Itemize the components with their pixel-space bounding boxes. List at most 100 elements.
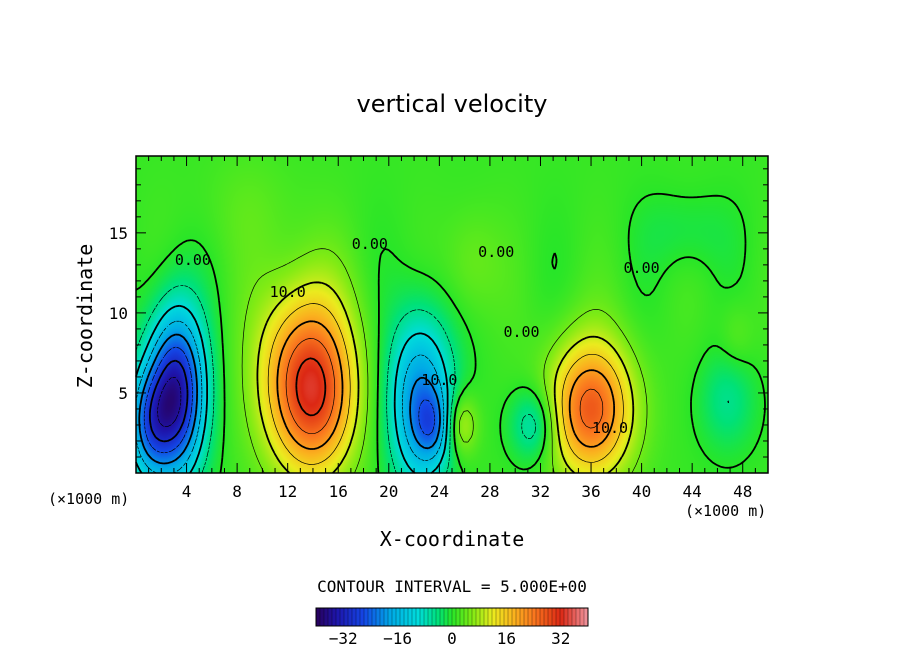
contour-label: 10.0 bbox=[270, 283, 306, 301]
colorbar-cell bbox=[323, 607, 329, 627]
contour-label: 10.0 bbox=[421, 371, 457, 389]
colorbar-cell bbox=[479, 607, 485, 627]
colorbar-cell bbox=[563, 607, 569, 627]
heatmap-field-container bbox=[136, 156, 768, 473]
contour-level-0 bbox=[135, 192, 766, 474]
y-axis-label: Z-coordinate bbox=[73, 244, 97, 389]
x-tick-label: 40 bbox=[632, 482, 651, 501]
colorbar-tick-label: 32 bbox=[551, 629, 570, 648]
contour-label: 0.00 bbox=[175, 251, 211, 269]
colorbar-tick-label: −32 bbox=[329, 629, 358, 648]
colorbar-cell bbox=[371, 607, 377, 627]
contour-level-neg10 bbox=[135, 304, 449, 474]
colorbar-cell bbox=[399, 607, 405, 627]
colorbar-cell bbox=[523, 607, 529, 627]
colorbar-cell bbox=[435, 607, 441, 627]
colorbar-cell bbox=[531, 607, 537, 627]
z-unit-label: (×1000 m) bbox=[48, 490, 129, 508]
colorbar-cell bbox=[471, 607, 477, 627]
colorbar-tick-label: 0 bbox=[447, 629, 457, 648]
colorbar-cell bbox=[539, 607, 545, 627]
colorbar-cell bbox=[463, 607, 469, 627]
colorbar-cell bbox=[555, 607, 561, 627]
colorbar-ticks: −32 −16 0 16 32 bbox=[329, 629, 571, 648]
colorbar-cell bbox=[507, 607, 513, 627]
colorbar-cell bbox=[363, 607, 369, 627]
colorbar-cell bbox=[351, 607, 357, 627]
colorbar-cell bbox=[559, 607, 565, 627]
colorbar-cell bbox=[355, 607, 361, 627]
colorbar-cell bbox=[415, 607, 421, 627]
contour-label: 0.00 bbox=[478, 243, 514, 261]
colorbar bbox=[315, 607, 589, 627]
colorbar-cell bbox=[439, 607, 445, 627]
colorbar-cell bbox=[427, 607, 433, 627]
y-tick-label: 10 bbox=[109, 304, 128, 323]
colorbar-cell bbox=[367, 607, 373, 627]
x-unit-label: (×1000 m) bbox=[685, 502, 766, 520]
colorbar-tick-label: −16 bbox=[383, 629, 412, 648]
contour-level-15 bbox=[267, 303, 624, 465]
colorbar-cell bbox=[575, 607, 581, 627]
colorbar-cell bbox=[379, 607, 385, 627]
contour-level-neg5 bbox=[135, 285, 730, 474]
colorbar-cell bbox=[543, 607, 549, 627]
chart-title: vertical velocity bbox=[357, 90, 548, 118]
y-axis-ticks: 5 10 15 bbox=[109, 168, 768, 458]
x-tick-label: 12 bbox=[278, 482, 297, 501]
colorbar-cell bbox=[483, 607, 489, 627]
x-tick-label: 48 bbox=[733, 482, 752, 501]
colorbar-cell bbox=[487, 607, 493, 627]
contour-level-neg20 bbox=[138, 333, 441, 465]
contour-lines bbox=[135, 192, 766, 474]
colorbar-cell bbox=[319, 607, 325, 627]
colorbar-cell bbox=[423, 607, 429, 627]
colorbar-cell bbox=[579, 607, 585, 627]
colorbar-cell bbox=[395, 607, 401, 627]
x-tick-label: 8 bbox=[232, 482, 242, 501]
contour-label: 0.00 bbox=[352, 235, 388, 253]
colorbar-cell bbox=[499, 607, 505, 627]
colorbar-cell bbox=[327, 607, 333, 627]
colorbar-cell bbox=[331, 607, 337, 627]
contour-level-neg35 bbox=[157, 377, 182, 427]
colorbar-cell bbox=[347, 607, 353, 627]
contour-label: 0.00 bbox=[503, 323, 539, 341]
contour-level-neg25 bbox=[143, 346, 435, 454]
colorbar-cell bbox=[467, 607, 473, 627]
colorbar-cell bbox=[551, 607, 557, 627]
colorbar-cell bbox=[339, 607, 345, 627]
colorbar-cell bbox=[571, 607, 577, 627]
colorbar-cell bbox=[535, 607, 541, 627]
colorbar-cell bbox=[567, 607, 573, 627]
y-tick-label: 5 bbox=[118, 384, 128, 403]
colorbar-cell bbox=[519, 607, 525, 627]
contour-interval-text: CONTOUR INTERVAL = 5.000E+00 bbox=[317, 577, 587, 596]
colorbar-cell bbox=[383, 607, 389, 627]
x-tick-label: 24 bbox=[430, 482, 449, 501]
colorbar-tick-label: 16 bbox=[497, 629, 516, 648]
contour-level-neg30 bbox=[149, 359, 189, 443]
y-tick-label: 15 bbox=[109, 224, 128, 243]
colorbar-cell bbox=[527, 607, 533, 627]
colorbar-cell bbox=[455, 607, 461, 627]
colorbar-frame bbox=[315, 607, 589, 627]
colorbar-cell bbox=[447, 607, 453, 627]
colorbar-cell bbox=[515, 607, 521, 627]
colorbar-cell bbox=[443, 607, 449, 627]
colorbar-cell bbox=[419, 607, 425, 627]
x-tick-label: 16 bbox=[329, 482, 348, 501]
colorbar-cell bbox=[451, 607, 457, 627]
colorbar-cell bbox=[475, 607, 481, 627]
colorbar-cell bbox=[375, 607, 381, 627]
x-tick-label: 4 bbox=[182, 482, 192, 501]
colorbar-cell bbox=[387, 607, 393, 627]
colorbar-cell bbox=[359, 607, 365, 627]
contour-level-20 bbox=[276, 320, 615, 450]
colorbar-cell bbox=[391, 607, 397, 627]
contour-label: 0.00 bbox=[624, 259, 660, 277]
colorbar-cell bbox=[315, 607, 321, 627]
colorbar-cell bbox=[343, 607, 349, 627]
colorbar-cell bbox=[431, 607, 437, 627]
